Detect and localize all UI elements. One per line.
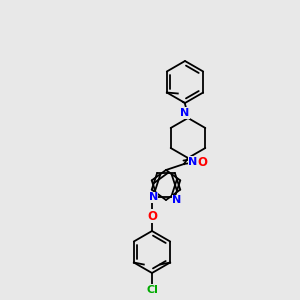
Text: N: N xyxy=(188,157,198,167)
Text: N: N xyxy=(172,195,182,205)
Text: O: O xyxy=(147,209,157,223)
Text: Cl: Cl xyxy=(146,285,158,295)
Text: N: N xyxy=(180,108,190,118)
Text: O: O xyxy=(197,155,207,169)
Text: N: N xyxy=(148,192,158,202)
